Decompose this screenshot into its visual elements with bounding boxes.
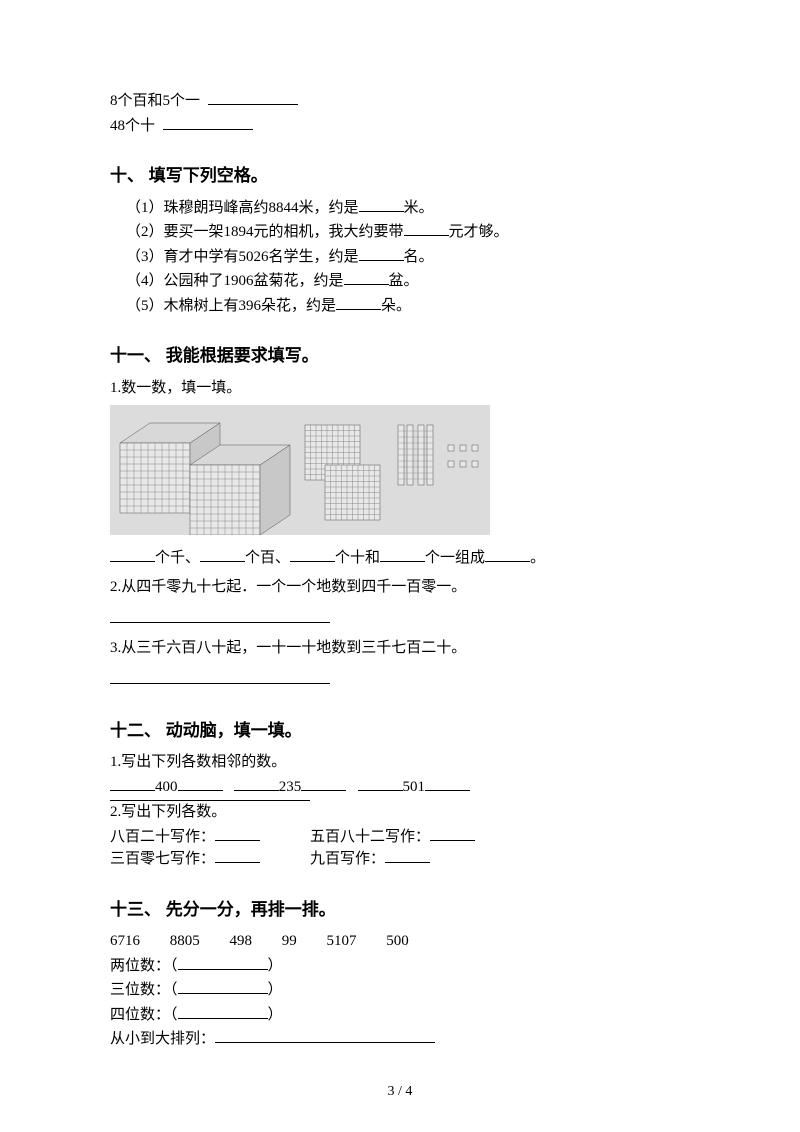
text: 个一组成 (425, 550, 485, 566)
heading-sec13: 十三、 先分一分，再排一排。 (110, 897, 690, 923)
text: 个千、 (155, 550, 200, 566)
sec10-item-1: （1）珠穆朗玛峰高约8844米，约是 米。 (126, 197, 690, 220)
blank[interactable] (110, 776, 155, 791)
blank[interactable] (430, 826, 475, 841)
sec11-q2: 2.从四千零九十七起．一个一个地数到四千一百零一。 (110, 576, 690, 599)
text: （5）木棉树上有396朵花，约是 (126, 298, 336, 314)
text: 个十和 (335, 550, 380, 566)
blank[interactable] (385, 848, 430, 863)
text: 三位数：（ (110, 982, 178, 998)
text: 400 (155, 779, 178, 795)
blank[interactable] (336, 295, 381, 310)
blank[interactable] (215, 826, 260, 841)
sec11-q1-fill: 个千、 个百、 个十和 个一组成 。 (110, 547, 690, 570)
sec10-item-4: （4）公园种了1906盆菊花，约是 盆。 (126, 270, 690, 293)
sec11-q1: 1.数一数，填一填。 (110, 377, 690, 400)
heading-sec11: 十一、 我能根据要求填写。 (110, 343, 690, 369)
text: 。 (530, 550, 545, 566)
sec10-body: （1）珠穆朗玛峰高约8844米，约是 米。 （2）要买一架1894元的相机，我大约… (110, 197, 690, 318)
blank[interactable] (234, 776, 279, 791)
text: ） (268, 982, 283, 998)
sec13-numbers: 6716 8805 498 99 5107 500 (110, 930, 690, 953)
sec12-row1: 八百二十写作： 五百八十二写作： (110, 826, 690, 849)
sec12-row2: 三百零七写作： 九百写作： (110, 848, 690, 871)
blank[interactable] (358, 776, 403, 791)
num: 99 (282, 930, 297, 953)
text: 个百、 (245, 550, 290, 566)
text: 元才够。 (449, 224, 509, 240)
text: （4）公园种了1906盆菊花，约是 (126, 273, 344, 289)
blank[interactable] (344, 270, 389, 285)
sec13-sort: 从小到大排列： (110, 1028, 690, 1051)
blank[interactable] (485, 547, 530, 562)
sec12-adjacent: 400 235 501 (110, 776, 690, 799)
text: 三百零七写作： (110, 851, 215, 867)
blank[interactable] (380, 547, 425, 562)
text: 八百二十写作： (110, 829, 215, 845)
blank[interactable] (215, 1028, 435, 1043)
text: 盆。 (389, 273, 419, 289)
blank[interactable] (215, 848, 260, 863)
blank[interactable] (425, 776, 470, 791)
text: 四位数：（ (110, 1007, 178, 1023)
text: 九百写作： (310, 851, 385, 867)
text: （3）育才中学有5026名学生，约是 (126, 249, 359, 265)
blank[interactable] (110, 547, 155, 562)
num: 498 (230, 930, 253, 953)
num: 8805 (170, 930, 200, 953)
blank[interactable] (163, 115, 253, 130)
text: 两位数：（ (110, 958, 178, 974)
text: 从小到大排列： (110, 1031, 215, 1047)
sec13-4digit: 四位数：（ ） (110, 1004, 690, 1027)
num: 5107 (327, 930, 357, 953)
blank-line[interactable] (110, 669, 330, 684)
blank[interactable] (178, 979, 268, 994)
blank[interactable] (208, 90, 298, 105)
sec12-q1: 1.写出下列各数相邻的数。 (110, 751, 690, 774)
sec10-item-3: （3）育才中学有5026名学生，约是 名。 (126, 246, 690, 269)
page-number: 3 / 4 (0, 1081, 800, 1102)
text: 235 (279, 779, 302, 795)
blank[interactable] (178, 776, 223, 791)
sec10-item-2: （2）要买一架1894元的相机，我大约要带 元才够。 (126, 221, 690, 244)
text: 朵。 (381, 298, 411, 314)
blank[interactable] (359, 246, 404, 261)
sec13-2digit: 两位数：（ ） (110, 955, 690, 978)
text: 名。 (404, 249, 434, 265)
sec13-3digit: 三位数：（ ） (110, 979, 690, 1002)
line-8-hundred-5-one: 8个百和5个一 (110, 90, 690, 113)
blank[interactable] (404, 221, 449, 236)
text: ） (268, 958, 283, 974)
num: 500 (386, 930, 409, 953)
blank[interactable] (290, 547, 335, 562)
heading-sec10: 十、 填写下列空格。 (110, 163, 690, 189)
text: 米。 (404, 200, 434, 216)
text: 五百八十二写作： (310, 829, 430, 845)
blank[interactable] (178, 955, 268, 970)
sec11-q3: 3.从三千六百八十起，一十一十地数到三千七百二十。 (110, 637, 690, 660)
blank[interactable] (178, 1004, 268, 1019)
sec12-q2: 2.写出下列各数。 (110, 801, 690, 824)
num: 6716 (110, 930, 140, 953)
heading-sec12: 十二、 动动脑，填一填。 (110, 718, 690, 744)
blank-line[interactable] (110, 608, 330, 623)
blocks-diagram (110, 405, 490, 535)
text: 8个百和5个一 (110, 93, 200, 109)
blank[interactable] (301, 776, 346, 791)
text: （1）珠穆朗玛峰高约8844米，约是 (126, 200, 359, 216)
sec10-item-5: （5）木棉树上有396朵花，约是 朵。 (126, 295, 690, 318)
line-48-ten: 48个十 (110, 115, 690, 138)
text: ） (268, 1007, 283, 1023)
text: （2）要买一架1894元的相机，我大约要带 (126, 224, 404, 240)
blank[interactable] (359, 197, 404, 212)
blank[interactable] (200, 547, 245, 562)
text: 501 (403, 779, 426, 795)
text: 48个十 (110, 118, 155, 134)
